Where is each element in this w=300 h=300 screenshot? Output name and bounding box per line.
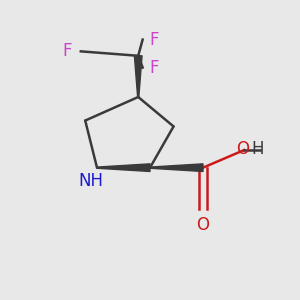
Text: H: H [251, 140, 264, 158]
Polygon shape [134, 56, 142, 97]
Text: NH: NH [79, 172, 104, 190]
Text: F: F [150, 58, 159, 76]
Text: F: F [150, 31, 159, 49]
Polygon shape [150, 164, 203, 172]
Text: F: F [63, 42, 72, 60]
Polygon shape [97, 164, 150, 172]
Text: O: O [196, 216, 209, 234]
Text: O: O [236, 140, 249, 158]
